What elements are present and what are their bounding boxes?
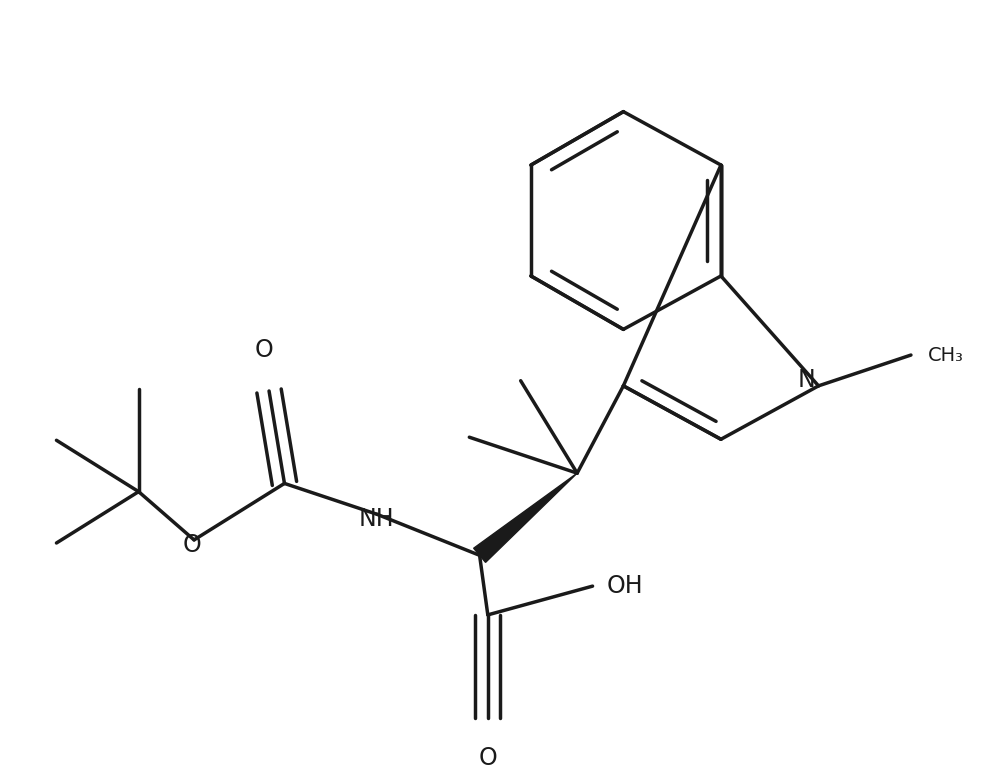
Text: N: N	[797, 367, 815, 391]
Text: OH: OH	[607, 574, 644, 598]
Text: NH: NH	[359, 507, 395, 531]
Text: O: O	[254, 338, 273, 362]
Polygon shape	[473, 473, 577, 562]
Text: O: O	[182, 533, 201, 557]
Text: CH₃: CH₃	[928, 346, 963, 364]
Text: O: O	[478, 747, 497, 770]
